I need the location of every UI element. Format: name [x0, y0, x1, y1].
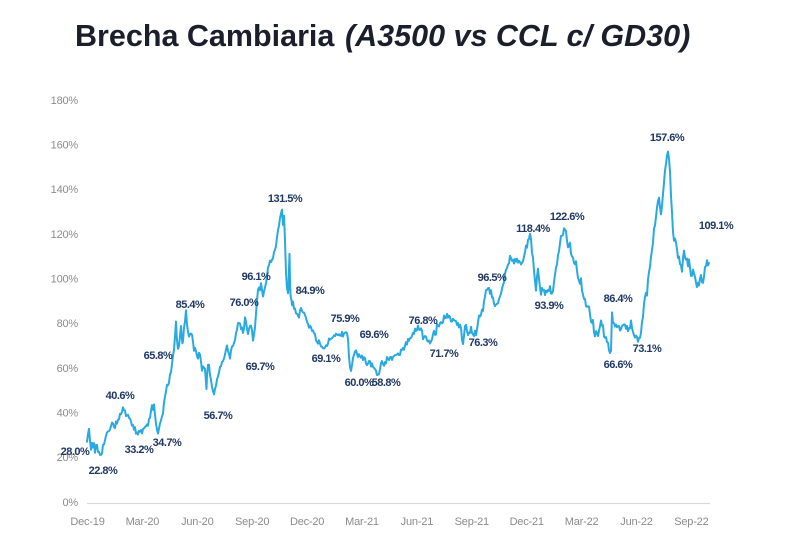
- svg-text:180%: 180%: [51, 95, 79, 107]
- svg-text:Jun-21: Jun-21: [401, 516, 434, 528]
- svg-text:118.4%: 118.4%: [516, 223, 550, 235]
- svg-text:60%: 60%: [57, 363, 79, 375]
- svg-text:34.7%: 34.7%: [153, 437, 182, 449]
- svg-text:122.6%: 122.6%: [550, 211, 585, 223]
- svg-text:73.1%: 73.1%: [633, 343, 662, 355]
- svg-text:60.0%: 60.0%: [345, 377, 374, 389]
- svg-text:69.7%: 69.7%: [246, 361, 275, 373]
- svg-text:Jun-20: Jun-20: [181, 516, 214, 528]
- svg-text:Mar-20: Mar-20: [126, 516, 160, 528]
- svg-text:100%: 100%: [51, 273, 79, 285]
- svg-text:131.5%: 131.5%: [268, 193, 303, 205]
- svg-text:40%: 40%: [57, 408, 79, 420]
- svg-text:76.3%: 76.3%: [469, 337, 498, 349]
- svg-text:Jun-22: Jun-22: [620, 516, 653, 528]
- svg-text:120%: 120%: [51, 229, 79, 241]
- svg-text:20%: 20%: [57, 452, 79, 464]
- svg-text:86.4%: 86.4%: [604, 293, 633, 305]
- svg-text:Sep-22: Sep-22: [674, 516, 708, 528]
- svg-text:69.6%: 69.6%: [360, 329, 389, 341]
- svg-text:Mar-21: Mar-21: [345, 516, 379, 528]
- svg-text:157.6%: 157.6%: [650, 132, 685, 144]
- svg-text:58.8%: 58.8%: [372, 377, 401, 389]
- svg-text:109.1%: 109.1%: [699, 220, 734, 232]
- svg-text:Dec-21: Dec-21: [510, 516, 544, 528]
- svg-text:56.7%: 56.7%: [204, 410, 233, 422]
- svg-text:Brecha Cambiaria: Brecha Cambiaria: [75, 19, 335, 53]
- svg-text:(A3500 vs CCL c/ GD30): (A3500 vs CCL c/ GD30): [345, 19, 690, 53]
- svg-text:69.1%: 69.1%: [312, 353, 341, 365]
- svg-text:40.6%: 40.6%: [106, 390, 135, 402]
- svg-text:75.9%: 75.9%: [331, 313, 360, 325]
- svg-text:Dec-19: Dec-19: [70, 516, 104, 528]
- svg-text:93.9%: 93.9%: [535, 300, 564, 312]
- svg-text:Sep-21: Sep-21: [455, 516, 489, 528]
- svg-text:84.9%: 84.9%: [296, 285, 325, 297]
- svg-text:85.4%: 85.4%: [176, 299, 205, 311]
- svg-text:96.1%: 96.1%: [242, 271, 271, 283]
- svg-text:Dec-20: Dec-20: [290, 516, 324, 528]
- svg-text:96.5%: 96.5%: [478, 272, 507, 284]
- svg-text:Mar-22: Mar-22: [565, 516, 599, 528]
- svg-text:71.7%: 71.7%: [430, 348, 459, 360]
- svg-text:0%: 0%: [63, 497, 79, 509]
- svg-text:28.0%: 28.0%: [61, 446, 90, 458]
- svg-text:80%: 80%: [57, 318, 79, 330]
- svg-text:65.8%: 65.8%: [144, 350, 173, 362]
- svg-text:140%: 140%: [51, 184, 79, 196]
- svg-text:Sep-20: Sep-20: [235, 516, 269, 528]
- svg-text:33.2%: 33.2%: [125, 444, 154, 456]
- svg-text:76.0%: 76.0%: [230, 297, 259, 309]
- svg-text:22.8%: 22.8%: [89, 465, 118, 477]
- svg-text:66.6%: 66.6%: [604, 359, 633, 371]
- svg-text:76.8%: 76.8%: [409, 315, 438, 327]
- svg-text:160%: 160%: [51, 139, 79, 151]
